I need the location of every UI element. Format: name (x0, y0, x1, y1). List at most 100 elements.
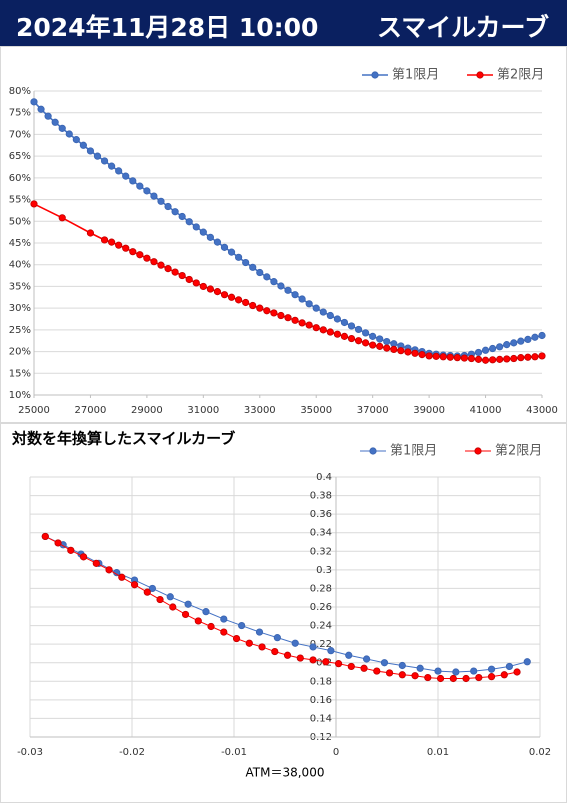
data-point (202, 608, 210, 616)
data-point (108, 162, 116, 170)
data-point (227, 248, 236, 256)
data-point (100, 236, 109, 244)
data-point (489, 344, 497, 353)
data-point (347, 662, 355, 671)
x-tick-label: 0.02 (529, 747, 551, 758)
x-tick-label: 33000 (244, 405, 276, 416)
data-point (270, 278, 278, 286)
data-point (474, 348, 483, 357)
data-point (500, 671, 508, 679)
data-point (319, 326, 327, 334)
data-point (245, 639, 253, 647)
data-point (531, 333, 539, 341)
data-point (108, 238, 116, 246)
data-point (453, 354, 461, 362)
data-point (373, 667, 381, 675)
data-point (362, 329, 370, 337)
legend-marker (476, 71, 484, 79)
data-point (156, 595, 164, 604)
data-point (446, 353, 454, 361)
data-point (136, 251, 144, 259)
series-line (45, 535, 528, 673)
x-tick-label: 37000 (357, 405, 389, 416)
data-point (44, 112, 52, 120)
data-point (319, 308, 327, 316)
data-point (362, 655, 371, 663)
y-tick-label: 0.28 (310, 583, 332, 594)
data-point (360, 664, 368, 672)
y-tick-label: 65% (9, 151, 31, 162)
data-point (460, 354, 468, 362)
y-tick-label: 20% (9, 347, 31, 358)
data-point (380, 659, 389, 667)
data-point (72, 136, 80, 144)
data-point (347, 322, 356, 330)
data-point (157, 197, 165, 205)
data-point (538, 331, 546, 340)
data-point (184, 600, 192, 608)
y-tick-label: 0.32 (310, 546, 332, 557)
data-point (185, 275, 193, 284)
y-tick-label: 0.22 (310, 639, 332, 650)
data-point (418, 351, 426, 359)
data-point (51, 118, 59, 126)
data-point (41, 532, 49, 541)
y-tick-label: 0.38 (310, 491, 332, 502)
x-tick-label: 25000 (18, 405, 50, 416)
data-point (449, 674, 457, 683)
data-point (270, 309, 278, 317)
data-point (298, 319, 306, 327)
data-point (185, 218, 193, 226)
data-point (283, 651, 292, 659)
data-point (258, 643, 266, 651)
data-point (517, 337, 525, 345)
x-tick-label: 27000 (75, 405, 107, 416)
data-point (178, 271, 186, 280)
data-point (100, 157, 109, 165)
legend-label: 第1限月 (392, 68, 439, 83)
y-tick-label: 0.24 (310, 621, 332, 632)
data-point (235, 253, 243, 261)
legend-label: 第2限月 (495, 444, 542, 459)
data-point (150, 258, 158, 266)
data-point (92, 559, 100, 567)
data-point (376, 335, 384, 343)
data-point (171, 268, 179, 276)
data-point (129, 248, 137, 256)
data-point (312, 304, 320, 312)
y-tick-label: 40% (9, 260, 31, 271)
data-point (86, 229, 95, 237)
x-tick-label: -0.03 (17, 747, 43, 758)
y-tick-label: 0.4 (316, 472, 332, 483)
data-point (524, 335, 532, 344)
chart-title: 対数を年換算したスマイルカーブ (11, 430, 235, 448)
x-axis-label: ATM＝38,000 (246, 766, 325, 780)
data-point (523, 658, 531, 666)
data-point (249, 263, 257, 271)
x-tick-label: 43000 (526, 405, 558, 416)
legend-label: 第1限月 (390, 444, 437, 459)
data-point (67, 546, 75, 554)
data-point (503, 341, 511, 349)
data-point (171, 208, 179, 216)
x-tick-label: -0.02 (119, 747, 145, 758)
data-point (340, 318, 349, 327)
data-point (411, 672, 419, 680)
data-point (238, 621, 246, 630)
data-point (30, 200, 38, 208)
data-point (227, 293, 236, 301)
chart-frame (0, 423, 567, 803)
data-point (291, 291, 299, 299)
data-point (284, 314, 292, 322)
y-tick-label: 10% (9, 390, 31, 401)
x-tick-label: 31000 (187, 405, 219, 416)
data-point (326, 328, 334, 336)
x-tick-label: 29000 (131, 405, 163, 416)
data-point (291, 639, 299, 647)
data-point (249, 301, 257, 310)
data-point (143, 588, 151, 596)
data-point (404, 348, 412, 356)
data-point (322, 658, 330, 666)
data-point (256, 268, 264, 277)
